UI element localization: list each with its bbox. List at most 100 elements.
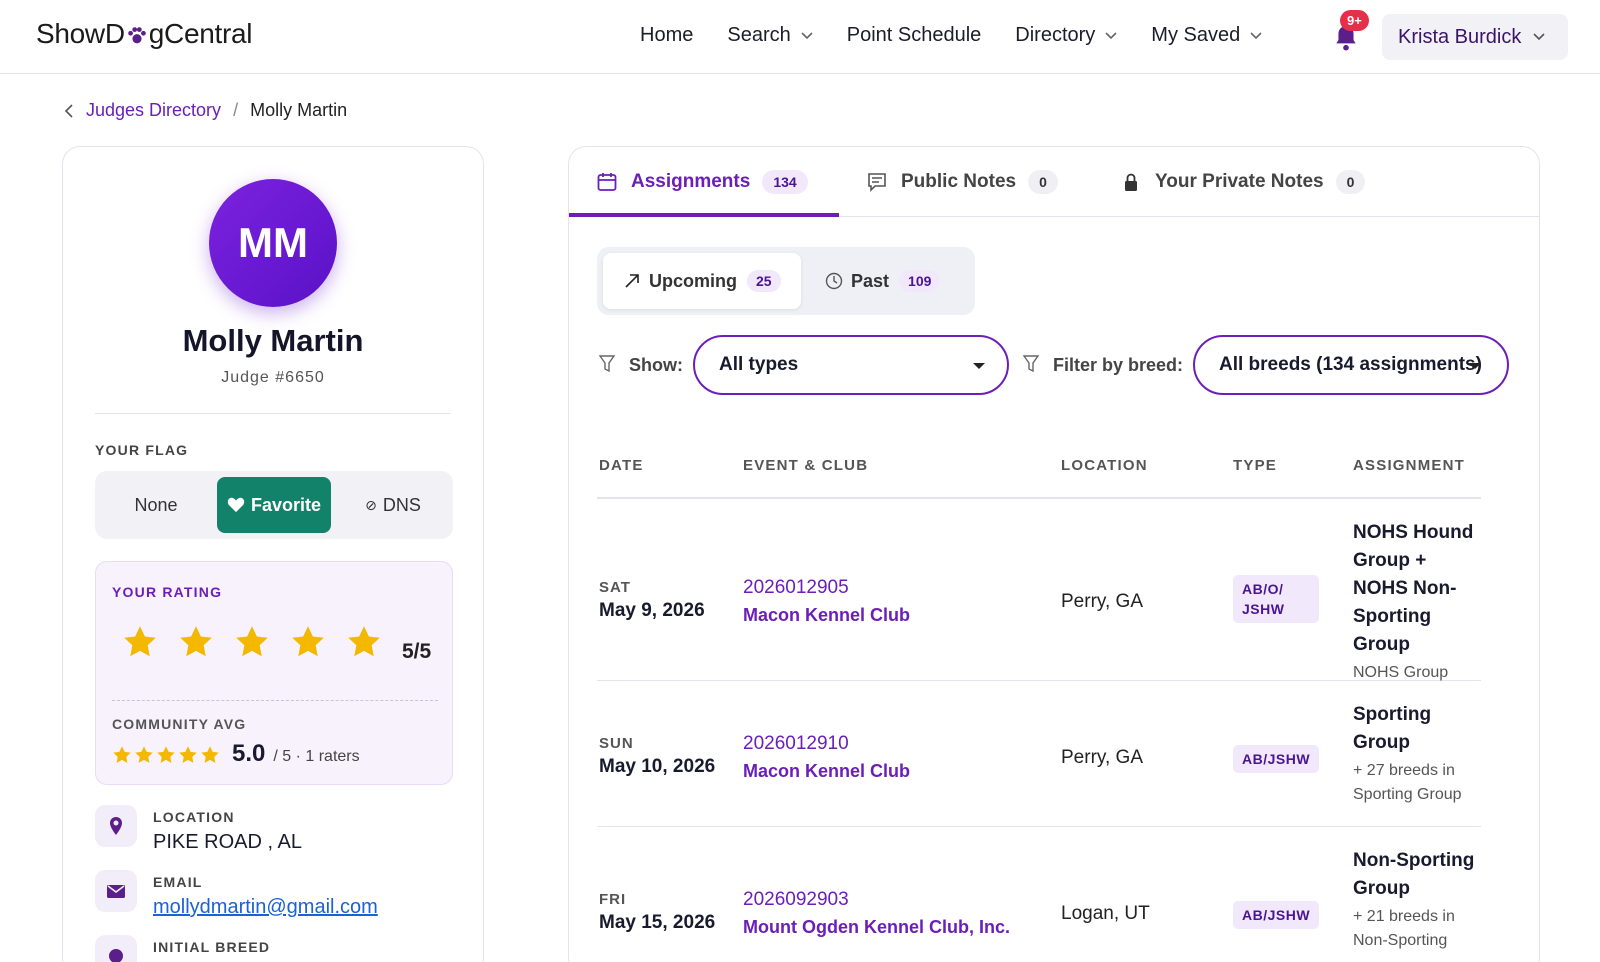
row-assignment-cell: Non-Sporting Group + 21 breeds in Non-Sp…	[1353, 847, 1493, 953]
lock-icon	[1125, 173, 1137, 191]
assignments-panel: Assignments 134 Public Notes 0 Your Priv…	[568, 146, 1540, 962]
tab-bar: Assignments 134 Public Notes 0 Your Priv…	[569, 147, 1539, 217]
star-icon[interactable]	[122, 624, 158, 660]
star-icon	[157, 746, 175, 763]
star-icon[interactable]	[290, 624, 326, 660]
upcoming-label: Upcoming	[649, 270, 737, 291]
community-meta: / 5 · 1 raters	[273, 748, 360, 765]
star-icon[interactable]	[234, 624, 270, 660]
flag-dns-button[interactable]: ⊘ DNS	[333, 477, 453, 533]
assignment-line: Group	[1353, 634, 1410, 655]
tab-private-notes[interactable]: Your Private Notes 0	[1121, 147, 1366, 217]
location-pin-icon	[95, 805, 137, 847]
calendar-icon	[597, 173, 617, 191]
breadcrumb-parent-link[interactable]: Judges Directory	[86, 100, 222, 120]
avatar: MM	[209, 179, 337, 307]
row-date: May 9, 2026	[599, 600, 705, 621]
tab-private-notes-count: 0	[1335, 170, 1366, 194]
flag-toggle-group: None Favorite ⊘ DNS	[95, 471, 453, 539]
assignment-sub: + 27 breeds in	[1353, 762, 1455, 779]
initial-breed-row: INITIAL BREED	[95, 935, 270, 962]
row-event-cell: 2026012905 Macon Kennel Club	[743, 577, 910, 626]
past-label: Past	[851, 270, 890, 291]
flag-none-button[interactable]: None	[95, 477, 217, 533]
chevron-down-icon	[1250, 31, 1262, 39]
star-icon	[179, 746, 197, 763]
star-icon	[135, 746, 153, 763]
event-id-link[interactable]: 2026012905	[743, 577, 849, 598]
tab-assignments-count: 134	[762, 170, 808, 194]
tab-public-notes-label: Public Notes	[901, 171, 1017, 192]
user-menu-button[interactable]: Krista Burdick	[1382, 14, 1568, 60]
type-filter-select[interactable]: All types	[693, 335, 1009, 395]
nav-search[interactable]: Search	[727, 24, 813, 47]
email-link[interactable]: mollydmartin@gmail.com	[153, 896, 378, 918]
your-rating-value: 5/5	[402, 640, 432, 663]
flag-favorite-button[interactable]: Favorite	[217, 477, 331, 533]
filter-icon	[1023, 355, 1039, 373]
arrow-up-right-icon	[625, 274, 639, 288]
col-assignment: ASSIGNMENT	[1353, 457, 1466, 474]
past-button[interactable]: Past 109	[821, 253, 971, 309]
site-logo[interactable]: ShowD gCentral	[36, 18, 253, 50]
judge-name: Molly Martin	[182, 323, 364, 358]
tab-assignments[interactable]: Assignments 134	[597, 147, 808, 217]
row-date-cell: SAT May 9, 2026	[599, 579, 705, 622]
upcoming-button[interactable]: Upcoming 25	[603, 253, 801, 309]
nav-point-schedule[interactable]: Point Schedule	[847, 24, 982, 47]
chevron-down-icon	[1533, 33, 1545, 41]
table-row[interactable]: SAT May 9, 2026 2026012905 Macon Kennel …	[597, 499, 1481, 681]
type-badge: AB/JSHW	[1233, 745, 1320, 773]
row-assignment-cell: NOHS Hound Group + NOHS Non- Sporting Gr…	[1353, 519, 1481, 685]
ban-icon: ⊘	[365, 496, 377, 513]
breadcrumb: Judges Directory / Molly Martin	[64, 100, 347, 121]
star-icon[interactable]	[346, 624, 382, 660]
nav-search-label: Search	[727, 24, 791, 46]
assignment-sub: Non-Sporting	[1353, 932, 1448, 949]
nav-my-saved[interactable]: My Saved	[1151, 24, 1262, 47]
tab-private-notes-label: Your Private Notes	[1155, 171, 1324, 192]
star-icon	[113, 746, 131, 763]
club-link[interactable]: Mount Ogden Kennel Club, Inc.	[743, 917, 1010, 937]
location-value: PIKE ROAD , AL	[153, 831, 302, 853]
type-badge-line: AB/O/	[1242, 581, 1284, 597]
location-row: LOCATION PIKE ROAD , AL	[95, 805, 302, 854]
main-nav: Home Search Point Schedule Directory My …	[640, 24, 1296, 47]
type-badge-line: AB/JSHW	[1242, 751, 1311, 767]
show-filter-label: Show:	[629, 355, 683, 375]
row-day-of-week: FRI	[599, 891, 627, 908]
tab-public-notes[interactable]: Public Notes 0	[867, 147, 1058, 217]
row-day-of-week: SAT	[599, 579, 631, 596]
row-date-cell: FRI May 15, 2026	[599, 891, 715, 934]
row-date: May 10, 2026	[599, 756, 716, 777]
event-id-link[interactable]: 2026092903	[743, 889, 849, 910]
nav-directory-label: Directory	[1015, 24, 1096, 46]
assignment-line: Non-Sporting	[1353, 850, 1475, 871]
col-location: LOCATION	[1061, 457, 1148, 474]
table-row[interactable]: SUN May 10, 2026 2026012910 Macon Kennel…	[597, 681, 1481, 827]
caret-down-icon	[1469, 363, 1481, 369]
club-link[interactable]: Macon Kennel Club	[743, 761, 911, 781]
badge-icon	[95, 935, 137, 962]
nav-directory[interactable]: Directory	[1015, 24, 1117, 47]
breadcrumb-separator: /	[233, 100, 239, 120]
star-icon[interactable]	[178, 624, 214, 660]
email-row: EMAIL mollydmartin@gmail.com	[95, 870, 378, 919]
breed-filter-select[interactable]: All breeds (134 assignments)	[1193, 335, 1509, 395]
flag-section-label: YOUR FLAG	[95, 442, 189, 458]
filter-icon	[599, 355, 615, 373]
assignment-line: Group +	[1353, 550, 1427, 571]
rating-box: YOUR RATING 5/5 COMMUNITY AVG 5.0 / 5 · …	[95, 561, 453, 785]
chevron-left-icon[interactable]	[64, 103, 74, 119]
row-event-cell: 2026092903 Mount Ogden Kennel Club, Inc.	[743, 889, 1010, 938]
club-link[interactable]: Macon Kennel Club	[743, 605, 911, 625]
top-navigation-bar: ShowD gCentral Home Search Point Schedul…	[0, 0, 1600, 74]
breed-filter-value: All breeds (134 assignments)	[1219, 354, 1482, 375]
nav-home[interactable]: Home	[640, 24, 693, 47]
rating-stars[interactable]	[122, 624, 402, 660]
nav-home-label: Home	[640, 24, 694, 46]
row-location: Perry, GA	[1061, 747, 1143, 768]
table-row[interactable]: FRI May 15, 2026 2026092903 Mount Ogden …	[597, 827, 1481, 962]
initial-breed-label: INITIAL BREED	[153, 939, 271, 955]
event-id-link[interactable]: 2026012910	[743, 733, 849, 754]
